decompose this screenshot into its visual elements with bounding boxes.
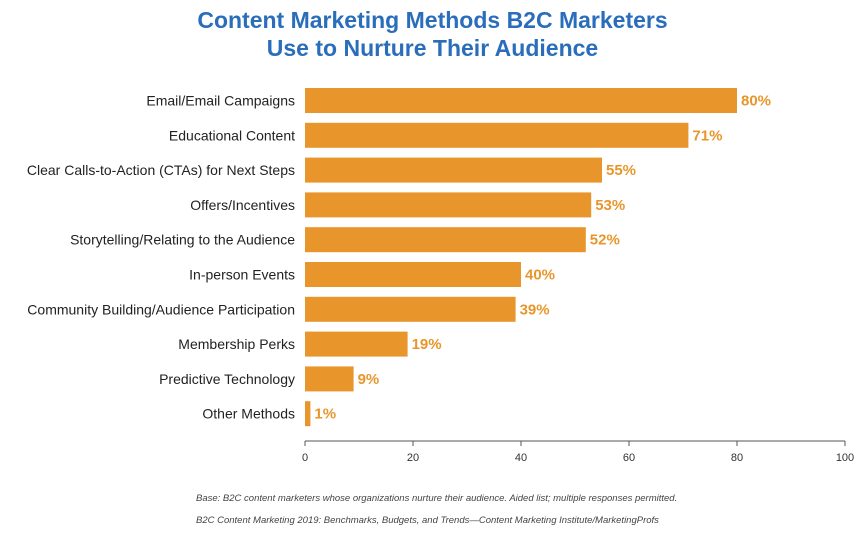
bar-4 bbox=[305, 227, 586, 253]
category-label-9: Other Methods bbox=[202, 406, 295, 422]
value-label-2: 55% bbox=[606, 162, 636, 179]
bar-5 bbox=[305, 262, 521, 287]
category-label-7: Membership Perks bbox=[178, 336, 295, 352]
category-label-3: Offers/Incentives bbox=[190, 197, 295, 213]
bar-2 bbox=[305, 157, 602, 183]
value-label-9: 1% bbox=[314, 406, 336, 423]
x-tick-label-2: 40 bbox=[515, 452, 527, 464]
value-label-3: 53% bbox=[595, 197, 625, 214]
category-label-2: Clear Calls-to-Action (CTAs) for Next St… bbox=[27, 162, 295, 178]
value-label-4: 52% bbox=[590, 232, 620, 249]
value-label-0: 80% bbox=[741, 93, 771, 110]
bar-6 bbox=[305, 296, 516, 322]
bar-1 bbox=[305, 122, 689, 148]
category-label-8: Predictive Technology bbox=[159, 371, 295, 387]
bar-9 bbox=[305, 401, 311, 427]
chart-title: Content Marketing Methods B2C Marketers … bbox=[0, 6, 865, 62]
x-tick-label-1: 20 bbox=[407, 452, 419, 464]
x-tick-label-5: 100 bbox=[836, 452, 854, 464]
value-label-7: 19% bbox=[412, 336, 442, 353]
value-label-5: 40% bbox=[525, 267, 555, 284]
bar-7 bbox=[305, 331, 408, 357]
chart-title-line-2: Use to Nurture Their Audience bbox=[266, 35, 599, 61]
value-label-8: 9% bbox=[358, 371, 380, 388]
category-label-4: Storytelling/Relating to the Audience bbox=[70, 232, 295, 248]
x-tick-label-3: 60 bbox=[623, 452, 635, 464]
category-label-0: Email/Email Campaigns bbox=[146, 93, 295, 109]
chart-title-line-1: Content Marketing Methods B2C Marketers bbox=[197, 7, 668, 33]
x-tick-label-0: 0 bbox=[302, 452, 308, 464]
value-label-6: 39% bbox=[520, 301, 550, 318]
footnote-source: B2C Content Marketing 2019: Benchmarks, … bbox=[196, 515, 659, 526]
bar-8 bbox=[305, 366, 354, 392]
category-label-1: Educational Content bbox=[169, 127, 295, 143]
value-label-1: 71% bbox=[692, 127, 722, 144]
category-label-5: In-person Events bbox=[189, 267, 295, 283]
category-label-6: Community Building/Audience Participatio… bbox=[27, 301, 295, 317]
bar-3 bbox=[305, 192, 592, 218]
bar-0 bbox=[305, 88, 737, 113]
footnote-base: Base: B2C content marketers whose organi… bbox=[196, 493, 678, 504]
x-tick-label-4: 80 bbox=[731, 452, 743, 464]
